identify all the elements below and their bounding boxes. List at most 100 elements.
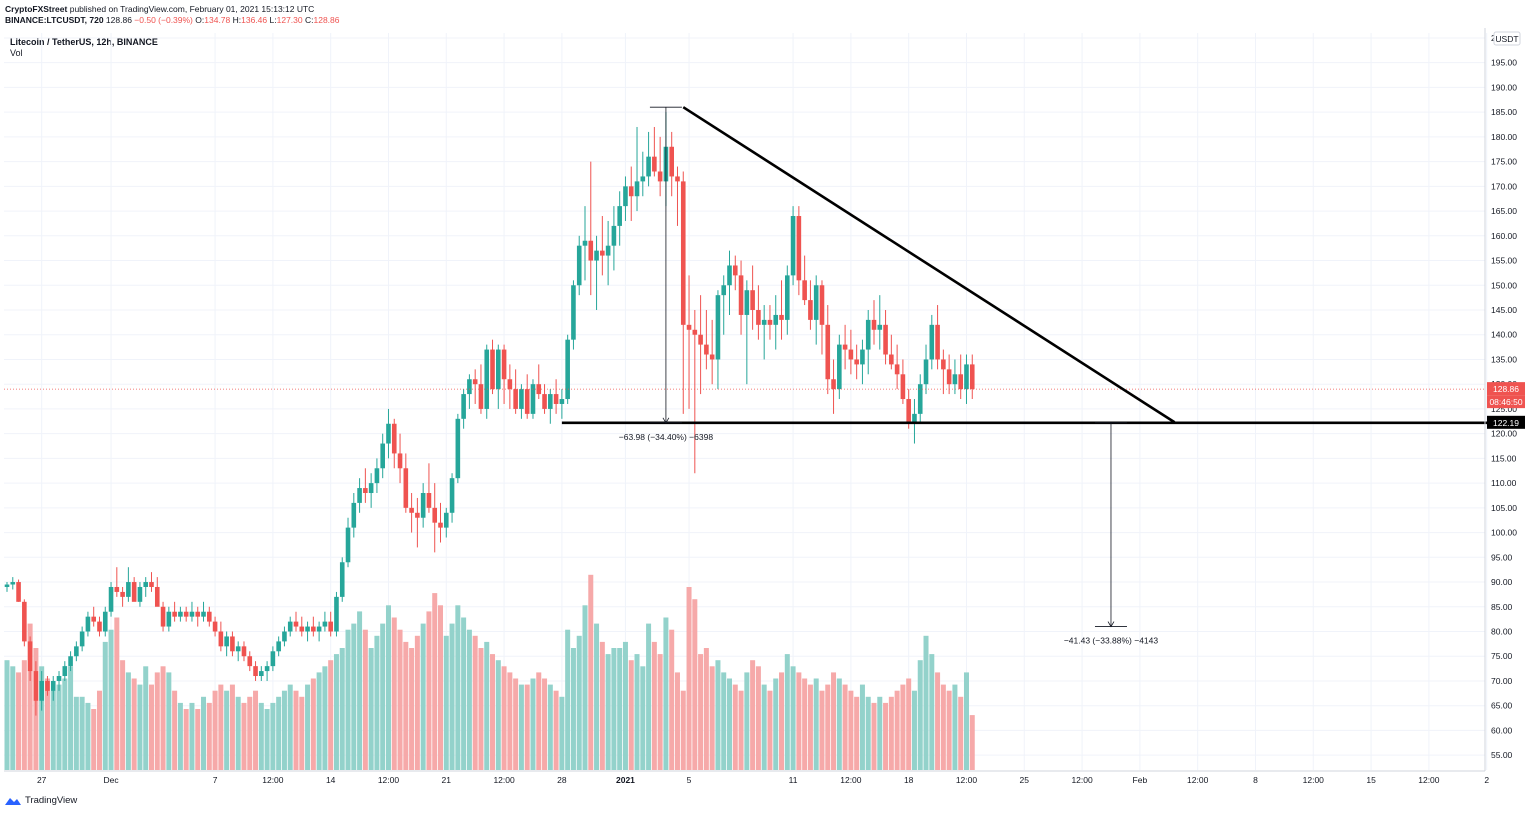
candle-body [542, 394, 547, 409]
volume-bar [443, 635, 449, 770]
published-text: published on TradingView.com, February 0… [69, 4, 315, 14]
candle-body [964, 364, 969, 390]
candle-body [45, 680, 50, 691]
candle-body [397, 453, 403, 469]
price-tick-label: 180.00 [1491, 132, 1517, 142]
measure-arrow [1107, 621, 1115, 628]
candle-body [50, 680, 56, 691]
volume-bar [680, 690, 686, 770]
candle-body [409, 507, 414, 513]
candle-body [576, 245, 582, 286]
candle-body [22, 601, 27, 642]
volume-bar [339, 648, 345, 770]
time-tick-label: 12:00 [262, 775, 284, 785]
volume-bar [640, 666, 646, 770]
volume-bar [253, 690, 259, 770]
candle-body [33, 671, 39, 701]
price-tick-label: 65.00 [1491, 701, 1513, 711]
volume-bar [518, 684, 524, 770]
candle-body [212, 621, 218, 632]
volume-bar [819, 690, 825, 770]
volume-bar [235, 696, 241, 770]
chart-grid [4, 33, 1488, 770]
candle-body [675, 176, 680, 182]
volume-bar [276, 696, 282, 770]
volume-bar [779, 672, 785, 770]
volume-bar [195, 709, 201, 770]
volume-bar [4, 660, 10, 770]
volume-bar [264, 709, 270, 770]
volume-bar [877, 696, 883, 770]
resistance-trendline[interactable] [682, 106, 1176, 424]
time-tick-label: 11 [789, 775, 798, 785]
time-tick-label: 12:00 [1187, 775, 1209, 785]
candle-body [923, 359, 929, 385]
volume-bar [738, 690, 744, 770]
volume-bar [131, 678, 137, 770]
volume-bar [293, 690, 299, 770]
volume-bar [351, 623, 357, 770]
volume-bar [686, 587, 692, 770]
time-axis[interactable]: 27 Dec 7 12:00 14 12:00 21 12:00 28 2021 5 11 12:00 1… [37, 775, 1489, 785]
volume-bar [328, 660, 334, 770]
volume-bar [958, 696, 964, 770]
candle-body [334, 596, 339, 632]
candle-body [189, 611, 195, 617]
volume-bar [611, 648, 617, 770]
volume-bar [796, 672, 802, 770]
volume-bar [530, 678, 536, 770]
candle-body [709, 354, 715, 360]
volume-bar [501, 666, 507, 770]
time-tick-label: 12:00 [1418, 775, 1440, 785]
volume-bar [21, 660, 27, 770]
volume-bar [201, 696, 207, 770]
candle-body [207, 611, 212, 622]
volume-bar [224, 690, 230, 770]
tradingview-logo[interactable]: TradingView [4, 795, 77, 806]
volume-bar [414, 635, 420, 770]
legend-volume: Vol [10, 48, 23, 58]
volume-bar [634, 654, 640, 770]
time-tick-label: 2 [1484, 775, 1489, 785]
candle-body [854, 359, 859, 365]
price-tick-label: 170.00 [1491, 181, 1517, 191]
volume-bar [391, 617, 397, 770]
volume-bar [854, 696, 860, 770]
price-tick-label: 140.00 [1491, 330, 1517, 340]
candle-body [415, 512, 420, 518]
candle-body [178, 611, 183, 617]
time-tick-label: 18 [904, 775, 914, 785]
candle-body [761, 319, 767, 325]
candle-body [386, 423, 391, 444]
volume-bars [4, 574, 975, 770]
candle-body [420, 493, 426, 518]
price-tick-label: 165.00 [1491, 206, 1517, 216]
candle-body [686, 324, 692, 330]
candle-body [819, 285, 825, 325]
candle-body [756, 309, 761, 325]
candle-body [230, 636, 235, 652]
candle-body [137, 586, 143, 602]
candle-body [438, 522, 443, 528]
volume-bar [755, 666, 761, 770]
volume-bar [160, 666, 166, 770]
candle-body [91, 616, 96, 622]
volume-bar [559, 696, 565, 770]
volume-bar [183, 709, 189, 770]
candle-body [744, 290, 750, 315]
candle-body [912, 413, 917, 424]
candle-body [680, 181, 686, 325]
candle-body [4, 584, 10, 587]
measure-tool-up[interactable] [649, 106, 682, 424]
open-value: 134.78 [204, 15, 231, 25]
volume-bar [96, 690, 102, 770]
candle-body [623, 186, 628, 207]
time-tick-label: 12:00 [840, 775, 862, 785]
volume-bar [865, 696, 871, 770]
measure-tool-down[interactable] [1094, 422, 1127, 628]
candle-body [68, 656, 73, 667]
volume-bar [507, 672, 513, 770]
volume-bar [917, 660, 923, 770]
volume-bar [576, 635, 582, 770]
